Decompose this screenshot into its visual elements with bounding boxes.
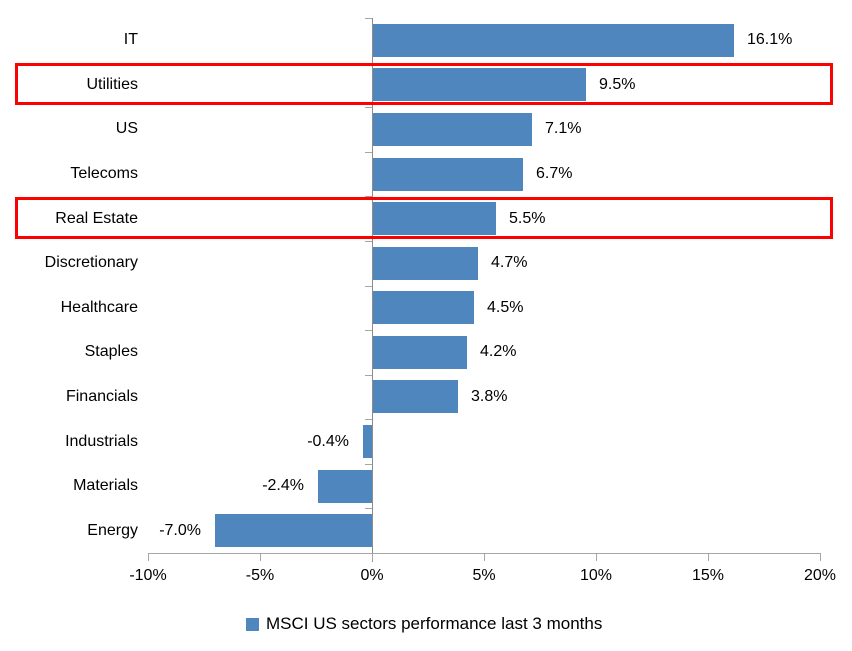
value-label: 4.7%	[491, 254, 528, 271]
x-tick-label: 0%	[360, 567, 384, 584]
value-label: 9.5%	[599, 76, 636, 93]
category-label: IT	[123, 31, 138, 48]
x-tick-label: 10%	[579, 567, 613, 584]
category-label: Industrials	[65, 433, 138, 450]
x-tick-label: 5%	[472, 567, 496, 584]
legend-label: MSCI US sectors performance last 3 month…	[266, 614, 603, 633]
highlight-box	[15, 197, 833, 239]
value-label: -7.0%	[159, 522, 201, 539]
x-tick-label: 20%	[803, 567, 837, 584]
value-label: 3.8%	[471, 388, 508, 405]
value-label: 16.1%	[747, 31, 793, 48]
x-tick	[596, 553, 597, 561]
y-tick	[365, 375, 372, 376]
bar	[373, 112, 533, 146]
bar	[373, 246, 479, 280]
y-tick	[365, 107, 372, 108]
bar	[373, 23, 734, 57]
highlight-box	[15, 63, 833, 105]
legend: MSCI US sectors performance last 3 month…	[246, 614, 602, 634]
bar	[373, 202, 497, 236]
bar	[318, 469, 372, 503]
category-label: Utilities	[86, 76, 138, 93]
y-tick	[365, 286, 372, 287]
y-tick	[365, 553, 372, 554]
bar	[363, 425, 372, 459]
legend-marker-icon	[246, 618, 259, 631]
bar	[373, 380, 459, 414]
value-label: 5.5%	[509, 210, 546, 227]
category-label: Energy	[87, 522, 138, 539]
x-tick-label: -5%	[245, 567, 275, 584]
x-tick	[260, 553, 261, 561]
y-tick	[365, 152, 372, 153]
y-tick	[365, 241, 372, 242]
value-label: 6.7%	[536, 165, 573, 182]
y-tick	[365, 18, 372, 19]
bar	[215, 514, 372, 548]
zero-axis-line	[372, 18, 373, 562]
x-tick-label: -10%	[129, 567, 167, 584]
category-label: Healthcare	[60, 299, 138, 316]
value-label: 4.2%	[480, 343, 517, 360]
bar	[373, 291, 474, 325]
y-tick	[365, 330, 372, 331]
category-label: Financials	[65, 388, 138, 405]
y-tick	[365, 419, 372, 420]
y-tick	[365, 508, 372, 509]
category-label: Telecoms	[70, 165, 138, 182]
x-tick	[148, 553, 149, 561]
category-label: Staples	[84, 343, 138, 360]
category-label: Discretionary	[44, 254, 138, 271]
category-label: Real Estate	[55, 210, 138, 227]
x-tick-label: 15%	[691, 567, 725, 584]
y-tick	[365, 196, 372, 197]
value-label: 7.1%	[545, 120, 582, 137]
value-label: 4.5%	[487, 299, 524, 316]
x-tick	[820, 553, 821, 561]
value-label: -0.4%	[307, 433, 349, 450]
y-tick	[365, 464, 372, 465]
category-label: US	[115, 120, 138, 137]
x-tick	[484, 553, 485, 561]
x-tick	[708, 553, 709, 561]
bar	[373, 335, 468, 369]
value-label: -2.4%	[262, 477, 304, 494]
bar	[373, 157, 524, 191]
bar	[373, 68, 586, 102]
category-label: Materials	[73, 477, 138, 494]
x-tick	[372, 553, 373, 561]
